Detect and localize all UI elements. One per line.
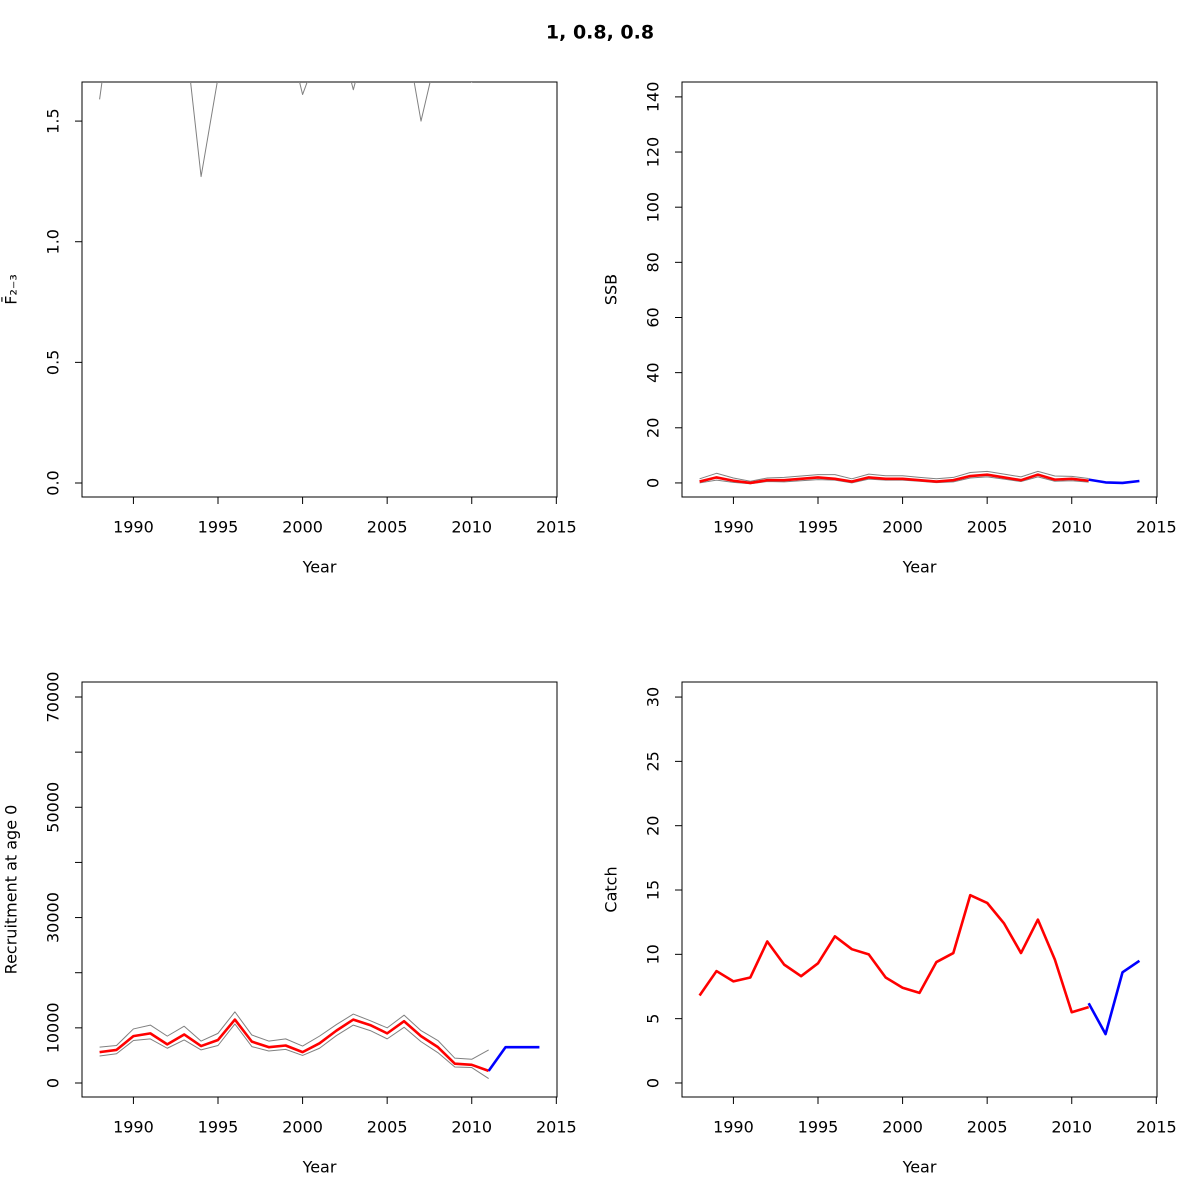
x-axis-label: Year bbox=[302, 1158, 337, 1177]
series-line bbox=[487, 1045, 540, 1072]
series-line bbox=[1088, 478, 1140, 485]
y-tick-label: 20 bbox=[644, 816, 663, 836]
y-tick-label: 0 bbox=[644, 478, 663, 488]
y-tick-label: 10000 bbox=[44, 1002, 63, 1053]
y-tick-label: 0 bbox=[44, 1078, 63, 1088]
x-axis-label: Year bbox=[302, 558, 337, 577]
x-tick-label: 2005 bbox=[367, 518, 408, 537]
y-tick-label: 10 bbox=[644, 944, 663, 964]
x-tick-label: 2010 bbox=[451, 1118, 492, 1137]
y-axis-label: Catch bbox=[602, 866, 621, 912]
y-tick-label: 70000 bbox=[44, 672, 63, 723]
y-tick-label: 15 bbox=[644, 880, 663, 900]
x-tick-label: 2005 bbox=[367, 1118, 408, 1137]
series-line bbox=[99, 82, 473, 178]
x-tick-label: 2000 bbox=[282, 518, 323, 537]
y-tick-label: 50000 bbox=[44, 782, 63, 833]
plot-box bbox=[81, 81, 558, 498]
y-tick-label: 120 bbox=[644, 137, 663, 168]
x-tick-label: 2015 bbox=[1136, 518, 1177, 537]
y-tick-label: 80 bbox=[644, 252, 663, 272]
x-tick-label: 2010 bbox=[1051, 518, 1092, 537]
series-group bbox=[99, 1011, 540, 1079]
y-tick-label: 5 bbox=[644, 1014, 663, 1024]
x-tick-label: 2015 bbox=[536, 1118, 577, 1137]
x-tick-label: 1995 bbox=[798, 1118, 839, 1137]
x-tick-label: 2000 bbox=[882, 518, 923, 537]
y-tick-label: 40 bbox=[644, 362, 663, 382]
y-tick-label: 1.5 bbox=[44, 108, 63, 133]
y-tick-label: 0.5 bbox=[44, 350, 63, 375]
x-axis-label: Year bbox=[902, 558, 937, 577]
x-tick-label: 1995 bbox=[198, 1118, 239, 1137]
plot-box bbox=[681, 81, 1158, 498]
y-tick-label: 25 bbox=[644, 751, 663, 771]
x-tick-label: 2015 bbox=[1136, 1118, 1177, 1137]
x-tick-label: 1995 bbox=[798, 518, 839, 537]
x-tick-label: 2005 bbox=[967, 518, 1008, 537]
x-tick-label: 2000 bbox=[882, 1118, 923, 1137]
plot-box bbox=[81, 681, 558, 1098]
figure-title: 1, 0.8, 0.8 bbox=[546, 22, 654, 44]
series-line bbox=[699, 473, 1089, 485]
x-tick-label: 2015 bbox=[536, 518, 577, 537]
x-tick-label: 2010 bbox=[1051, 1118, 1092, 1137]
series-line bbox=[99, 1011, 489, 1060]
x-tick-label: 2010 bbox=[451, 518, 492, 537]
series-group bbox=[699, 470, 1140, 485]
series-line bbox=[699, 470, 1089, 482]
x-tick-label: 1990 bbox=[713, 518, 754, 537]
y-tick-label: 60 bbox=[644, 307, 663, 327]
x-tick-label: 2005 bbox=[967, 1118, 1008, 1137]
x-tick-label: 1990 bbox=[713, 1118, 754, 1137]
series-line bbox=[99, 1018, 490, 1073]
y-tick-label: 0.0 bbox=[44, 470, 63, 495]
y-tick-label: 30000 bbox=[44, 892, 63, 943]
x-tick-label: 1990 bbox=[113, 1118, 154, 1137]
panel: 0 5 10 15 20 25 30 1990 1995 2000 2005 2010 2015 Year… bbox=[602, 681, 1177, 1177]
panel: 0 20 40 60 80 100 120 140 1990 1995 2000 2005 2010 20… bbox=[602, 81, 1177, 577]
y-tick-label: 100 bbox=[644, 192, 663, 223]
series-line bbox=[698, 893, 1090, 1014]
x-axis-label: Year bbox=[902, 1158, 937, 1177]
series-line bbox=[99, 1023, 489, 1079]
x-tick-label: 2000 bbox=[282, 1118, 323, 1137]
x-tick-label: 1990 bbox=[113, 518, 154, 537]
y-tick-label: 30 bbox=[644, 687, 663, 707]
panel: 0 10000 30000 50000 70000 1990 1995 2000 2005 201… bbox=[2, 672, 577, 1177]
panel: 0.0 0.5 1.0 1.5 1990 1995 2000 2005 2010 2015 Year… bbox=[2, 81, 577, 577]
series-group bbox=[698, 893, 1141, 1036]
y-axis-label: SSB bbox=[602, 274, 621, 305]
y-axis-label: Recruitment at age 0 bbox=[2, 805, 21, 975]
x-tick-label: 1995 bbox=[198, 518, 239, 537]
y-tick-label: 1.0 bbox=[44, 229, 63, 254]
y-tick-label: 140 bbox=[644, 82, 663, 113]
series-group bbox=[99, 82, 473, 178]
y-tick-label: 20 bbox=[644, 418, 663, 438]
y-axis-label: F̄₂₋₃ bbox=[2, 274, 21, 304]
series-line bbox=[1087, 959, 1141, 1036]
plot-box bbox=[681, 681, 1158, 1098]
y-tick-label: 0 bbox=[644, 1078, 663, 1088]
